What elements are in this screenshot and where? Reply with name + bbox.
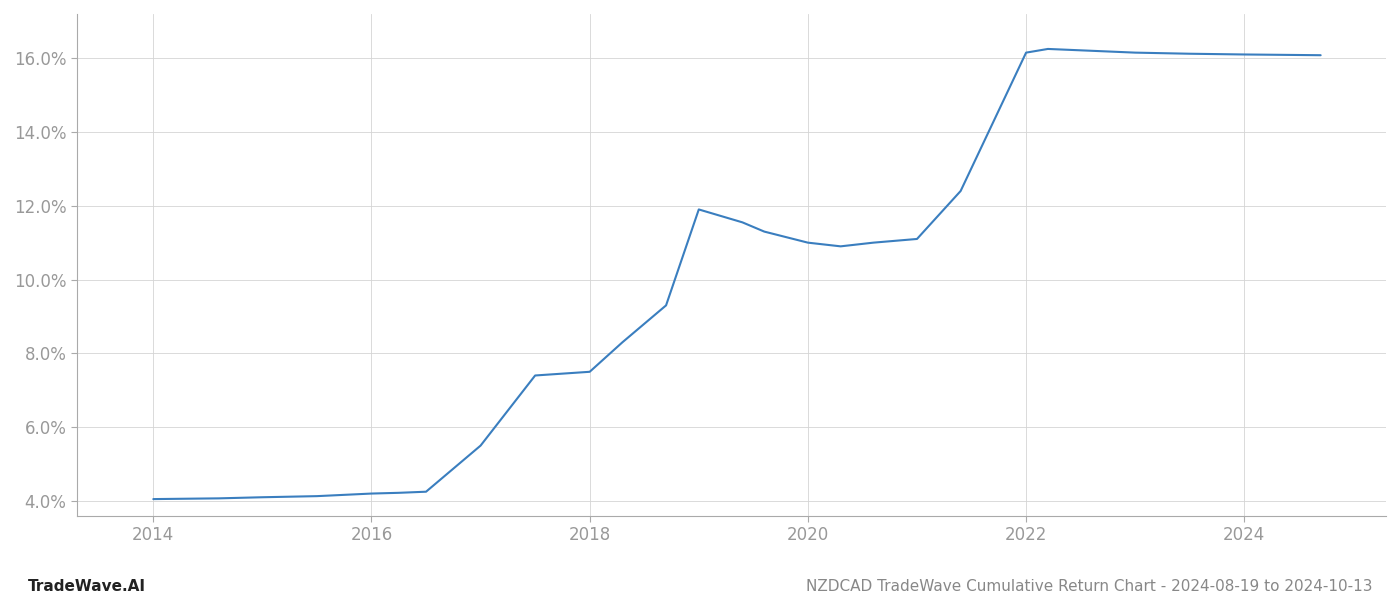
Text: NZDCAD TradeWave Cumulative Return Chart - 2024-08-19 to 2024-10-13: NZDCAD TradeWave Cumulative Return Chart…: [805, 579, 1372, 594]
Text: TradeWave.AI: TradeWave.AI: [28, 579, 146, 594]
